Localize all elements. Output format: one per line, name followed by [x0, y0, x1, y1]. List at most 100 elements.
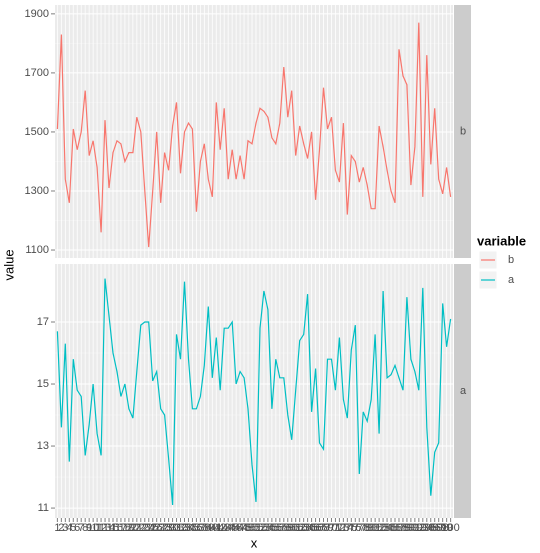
y-tick-label: 11 [38, 502, 49, 514]
x-tick-label: 52 [254, 522, 266, 534]
x-tick-label: 66 [309, 522, 321, 534]
x-axis-title: x [251, 535, 258, 550]
y-tick-label: 1100 [25, 244, 49, 256]
x-tick-label: 40 [206, 522, 218, 534]
x-tick-label: 96 [429, 522, 441, 534]
x-tick-label: 1 [54, 522, 60, 534]
x-tick-label: 55 [266, 522, 278, 534]
x-tick-label: 24 [143, 522, 155, 534]
x-tick-label: 81 [369, 522, 381, 534]
x-tick-label: 95 [425, 522, 437, 534]
x-tick-label: 31 [170, 522, 182, 534]
x-tick-label: 25 [147, 522, 159, 534]
x-tick-label: 94 [421, 522, 433, 534]
x-tick-label: 53 [258, 522, 270, 534]
x-tick-label: 47 [234, 522, 246, 534]
x-tick-label: 93 [417, 522, 429, 534]
x-tick-label: 86 [389, 522, 401, 534]
x-tick-label: 22 [135, 522, 147, 534]
x-tick-label: 84 [381, 522, 393, 534]
x-tick-label: 5 [70, 522, 76, 534]
x-tick-label: 87 [393, 522, 405, 534]
x-tick-label: 4 [66, 522, 72, 534]
x-tick-label: 42 [214, 522, 226, 534]
x-tick-label: 61 [290, 522, 302, 534]
x-tick-label: 59 [282, 522, 294, 534]
x-tick-label: 43 [218, 522, 230, 534]
x-tick-label: 51 [250, 522, 262, 534]
x-tick-label: 17 [115, 522, 127, 534]
x-tick-label: 77 [353, 522, 365, 534]
x-tick-label: 49 [242, 522, 254, 534]
x-tick-label: 10 [87, 522, 99, 534]
x-tick-label: 85 [385, 522, 397, 534]
x-tick-label: 72 [333, 522, 345, 534]
x-tick-label: 74 [341, 522, 353, 534]
x-tick-label: 19 [123, 522, 135, 534]
x-tick-label: 48 [238, 522, 250, 534]
x-tick-label: 30 [166, 522, 178, 534]
x-tick-label: 64 [301, 522, 313, 534]
legend-label: b [508, 254, 514, 266]
x-tick-label: 100 [441, 522, 459, 534]
x-tick-label: 14 [103, 522, 115, 534]
x-tick-label: 27 [155, 522, 167, 534]
x-tick-label: 89 [401, 522, 413, 534]
x-tick-label: 12 [95, 522, 107, 534]
facet-strip [454, 264, 471, 518]
x-tick-label: 34 [182, 522, 194, 534]
x-tick-label: 80 [365, 522, 377, 534]
y-axis-title: value [1, 249, 16, 280]
x-tick-label: 38 [198, 522, 210, 534]
series-line [56, 278, 452, 506]
x-tick-label: 26 [151, 522, 163, 534]
x-tick-label: 58 [278, 522, 290, 534]
x-tick-label: 18 [119, 522, 131, 534]
x-tick-label: 15 [107, 522, 119, 534]
x-tick-label: 65 [305, 522, 317, 534]
x-tick-label: 79 [361, 522, 373, 534]
x-tick-label: 92 [413, 522, 425, 534]
x-tick-label: 54 [262, 522, 274, 534]
legend-label: a [508, 274, 515, 286]
x-tick-label: 83 [377, 522, 389, 534]
x-tick-label: 70 [325, 522, 337, 534]
x-tick-label: 91 [409, 522, 421, 534]
x-tick-label: 39 [202, 522, 214, 534]
legend-title: variable [477, 233, 526, 248]
y-tick-label: 1700 [25, 67, 49, 79]
x-tick-label: 63 [298, 522, 310, 534]
x-tick-label: 2 [58, 522, 64, 534]
x-tick-label: 7 [78, 522, 84, 534]
x-tick-label: 56 [270, 522, 282, 534]
x-tick-label: 68 [317, 522, 329, 534]
series-line [56, 22, 452, 248]
x-tick-label: 29 [162, 522, 174, 534]
x-tick-label: 71 [329, 522, 341, 534]
y-tick-label: 1300 [25, 185, 49, 197]
x-tick-label: 62 [294, 522, 306, 534]
x-tick-label: 3 [62, 522, 68, 534]
x-tick-label: 46 [230, 522, 242, 534]
x-tick-label: 28 [159, 522, 171, 534]
y-tick-label: 17 [37, 316, 49, 328]
x-tick-label: 73 [337, 522, 349, 534]
x-tick-label: 99 [441, 522, 453, 534]
y-tick-label: 15 [37, 378, 49, 390]
x-tick-label: 37 [194, 522, 206, 534]
x-tick-label: 97 [433, 522, 445, 534]
x-tick-label: 98 [437, 522, 449, 534]
x-tick-label: 82 [373, 522, 385, 534]
x-tick-label: 90 [405, 522, 417, 534]
x-tick-label: 20 [127, 522, 139, 534]
x-tick-label: 44 [222, 522, 234, 534]
x-tick-label: 69 [321, 522, 333, 534]
x-tick-label: 33 [178, 522, 190, 534]
x-tick-label: 67 [313, 522, 325, 534]
x-tick-label: 36 [190, 522, 202, 534]
x-tick-label: 76 [349, 522, 361, 534]
x-tick-label: 6 [74, 522, 80, 534]
x-tick-label: 21 [131, 522, 143, 534]
